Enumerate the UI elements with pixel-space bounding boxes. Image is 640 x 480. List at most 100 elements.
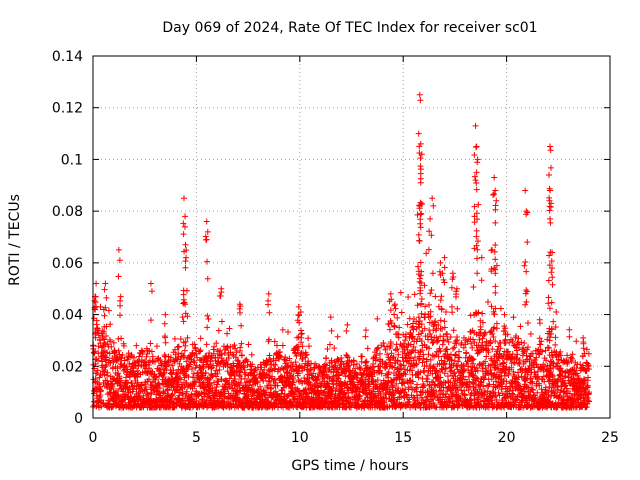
data-point: [97, 387, 104, 394]
data-point: [215, 348, 222, 355]
y-tick-label: 0.08: [52, 204, 83, 220]
data-point: [238, 340, 245, 347]
data-point: [566, 326, 573, 333]
data-point: [412, 354, 419, 361]
data-point: [215, 327, 222, 334]
data-point: [119, 351, 126, 358]
data-point: [238, 352, 245, 359]
data-point: [474, 270, 481, 277]
data-point: [416, 237, 423, 244]
data-point: [180, 231, 187, 238]
data-point: [415, 263, 422, 270]
data-point: [417, 97, 424, 104]
data-point: [545, 294, 552, 301]
data-point: [414, 381, 421, 388]
data-point: [208, 372, 215, 379]
data-point: [274, 382, 281, 389]
data-point: [148, 288, 155, 295]
data-point: [183, 287, 190, 294]
data-point: [287, 372, 294, 379]
data-point: [124, 356, 131, 363]
data-point: [217, 347, 224, 354]
data-point: [105, 307, 112, 314]
data-point-spike: [429, 195, 436, 202]
data-point: [171, 358, 178, 365]
data-point: [548, 269, 555, 276]
x-tick-label: 20: [498, 430, 516, 446]
data-point: [95, 332, 102, 339]
data-point: [362, 359, 369, 366]
data-point: [418, 210, 425, 217]
data-point: [187, 353, 194, 360]
data-point: [552, 341, 559, 348]
data-point: [278, 390, 285, 397]
data-point: [285, 328, 292, 335]
data-point: [387, 307, 394, 314]
data-point: [429, 270, 436, 277]
data-point: [279, 342, 286, 349]
data-point: [282, 378, 289, 385]
data-point: [208, 365, 215, 372]
data-point: [470, 284, 477, 291]
data-point: [148, 396, 155, 403]
data-point: [208, 355, 215, 362]
data-point: [203, 236, 210, 243]
data-point: [213, 340, 220, 347]
data-point: [153, 374, 160, 381]
data-point: [116, 351, 123, 358]
data-point: [474, 255, 481, 262]
data-point: [101, 286, 108, 293]
data-point-spike: [183, 254, 190, 261]
data-point: [549, 274, 556, 281]
data-point: [146, 376, 153, 383]
data-point-spike: [478, 254, 485, 261]
data-point: [245, 341, 252, 348]
data-point: [271, 338, 278, 345]
data-point: [117, 312, 124, 319]
data-point-spike: [547, 143, 554, 150]
data-point: [182, 338, 189, 345]
data-point: [175, 375, 182, 382]
data-point: [170, 367, 177, 374]
data-point: [115, 273, 122, 280]
data-point: [272, 396, 279, 403]
data-point: [125, 350, 132, 357]
data-point: [268, 384, 275, 391]
data-point: [452, 293, 459, 300]
data-point: [391, 323, 398, 330]
data-point: [492, 202, 499, 209]
data-point: [236, 396, 243, 403]
data-point: [207, 358, 214, 365]
data-point-spike: [493, 197, 500, 204]
data-point: [510, 314, 517, 321]
data-point: [204, 394, 211, 401]
data-point: [180, 318, 187, 325]
data-point: [90, 349, 97, 356]
data-point: [550, 318, 557, 325]
data-point: [376, 350, 383, 357]
y-axis-label: ROTI / TECUs: [7, 194, 23, 286]
data-point: [177, 335, 184, 342]
data-point: [244, 387, 251, 394]
data-point: [279, 326, 286, 333]
data-point: [115, 370, 122, 377]
data-point: [184, 334, 191, 341]
data-point: [204, 275, 211, 282]
data-point: [101, 312, 108, 319]
data-point: [362, 333, 369, 340]
data-point: [546, 252, 553, 259]
data-point: [107, 360, 114, 367]
data-point: [488, 247, 495, 254]
data-point: [134, 367, 141, 374]
data-point: [517, 323, 524, 330]
data-point: [441, 264, 448, 271]
data-point: [417, 155, 424, 162]
y-tick-label: 0.14: [52, 49, 83, 65]
data-point: [479, 310, 486, 317]
data-point: [236, 372, 243, 379]
data-point: [272, 388, 279, 395]
data-point: [290, 374, 297, 381]
data-point: [205, 353, 212, 360]
data-point: [120, 342, 127, 349]
data-points: [89, 91, 593, 411]
